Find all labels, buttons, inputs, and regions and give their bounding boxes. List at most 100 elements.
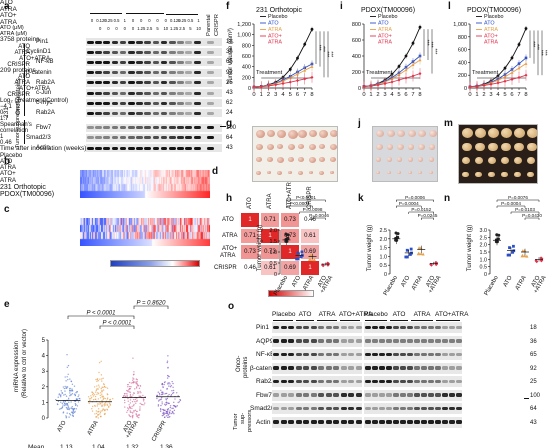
blot-o-band <box>318 393 325 397</box>
blot-a-band <box>103 146 110 150</box>
blot-a-band <box>160 126 168 130</box>
blot-o-mw: 65 <box>530 352 537 358</box>
blot-a-band <box>119 126 127 130</box>
violin-point <box>76 391 78 393</box>
tumor <box>488 171 495 178</box>
blot-o-band <box>273 420 280 424</box>
line-point <box>296 72 299 76</box>
violin-0 <box>55 354 81 419</box>
violin-point <box>167 355 169 357</box>
violin-point <box>91 393 94 396</box>
sig-stars: *** <box>320 46 326 52</box>
blot-o-band <box>400 406 406 410</box>
sig-stars: *** <box>424 40 430 46</box>
blot-a-band <box>194 111 201 115</box>
blot-o-band <box>386 352 392 356</box>
violin-point <box>129 385 131 388</box>
violin-point <box>135 402 137 404</box>
dot-bracket <box>496 205 526 208</box>
line-xtick-label: 0 <box>468 92 471 98</box>
blot-a-band <box>103 50 110 54</box>
tumor <box>488 142 498 152</box>
violin-point <box>172 407 174 410</box>
tumor <box>407 157 413 162</box>
dot-pvalue: P=0.0004 <box>399 201 419 206</box>
violin-point <box>163 416 166 419</box>
blot-a-band <box>119 40 127 44</box>
blot-o-band <box>428 339 434 343</box>
violin-point <box>66 408 68 410</box>
blot-o-group-label: Placebo <box>364 311 388 318</box>
dot-category-label: ATRA <box>515 275 528 291</box>
blot-a-band <box>103 111 110 115</box>
line-point <box>482 83 486 88</box>
legend-label: ATRA <box>484 27 498 33</box>
blot-a-band <box>152 146 160 150</box>
blot-o-band <box>456 325 462 329</box>
violin-point <box>99 394 101 397</box>
blot-o-protein-label: Fbw7 <box>256 391 272 399</box>
line-point <box>503 79 507 83</box>
violin-point <box>170 395 172 397</box>
blot-o-band <box>288 339 295 343</box>
violin-point <box>142 400 145 402</box>
violin-point <box>71 388 73 390</box>
line-xtick-label: 3 <box>274 92 277 98</box>
violin-point <box>68 413 71 415</box>
dot-point <box>520 254 524 258</box>
legend-label: Placebo <box>484 14 503 20</box>
line-xtick-label: 6 <box>510 92 513 98</box>
violin-point <box>64 404 66 406</box>
line-ytick-label: 0 <box>464 86 467 92</box>
violin-point <box>106 387 109 389</box>
blot-a-band <box>144 40 151 44</box>
dot-ytick-label: 0 <box>384 272 387 278</box>
violin-point <box>103 397 105 399</box>
blot-o-group-label: ATO <box>392 311 406 318</box>
blot-o-band <box>288 366 295 370</box>
blot-a-band <box>119 71 127 75</box>
violin-point <box>96 378 99 380</box>
dot-point <box>326 263 330 267</box>
dot-category-label: ATRA <box>411 275 424 291</box>
blot-o-group-label: ATRA <box>318 311 336 318</box>
violin-point <box>106 393 108 395</box>
blot-a-strip <box>86 78 222 87</box>
tumor <box>475 128 486 138</box>
blot-o-protein-label: Pin1 <box>256 324 270 331</box>
violin-point <box>71 408 73 410</box>
blot-o-band <box>456 366 462 370</box>
line-ytick-label: 1,000 <box>453 22 467 28</box>
blot-a-band <box>177 40 184 44</box>
violin-point <box>58 408 61 410</box>
blot-a-protein-label: Actin <box>36 144 50 151</box>
line-ytick-label: 600 <box>458 48 467 54</box>
blot-o-band <box>273 406 280 410</box>
violin-bracket <box>133 305 169 309</box>
blot-o-band <box>449 339 455 343</box>
violin-point <box>131 405 133 408</box>
blot-o-band <box>310 420 317 424</box>
atra-dose-value: 1.25 <box>137 26 146 31</box>
blot-o-band <box>414 379 420 383</box>
dot-bracket <box>496 199 540 202</box>
violin-point <box>167 395 169 397</box>
tumor <box>319 130 328 139</box>
violin-point <box>169 405 172 407</box>
violin-mean-value: 1.32 <box>126 444 139 448</box>
violin-bracket <box>67 315 135 319</box>
panel-letter-m: m <box>444 118 453 129</box>
violin-point <box>139 406 141 408</box>
blot-o-band <box>421 352 427 356</box>
violin-point <box>106 403 108 405</box>
line-point <box>510 77 514 81</box>
violin-point <box>65 415 67 417</box>
blot-a-band <box>87 126 94 130</box>
blot-o-band <box>428 352 434 356</box>
corr-row-label-2: ATRA <box>220 253 236 259</box>
line-ytick-label: 800 <box>242 43 251 49</box>
tumor <box>277 170 282 175</box>
violin-point <box>128 389 130 391</box>
tumor <box>488 128 499 138</box>
tumor <box>527 142 537 152</box>
